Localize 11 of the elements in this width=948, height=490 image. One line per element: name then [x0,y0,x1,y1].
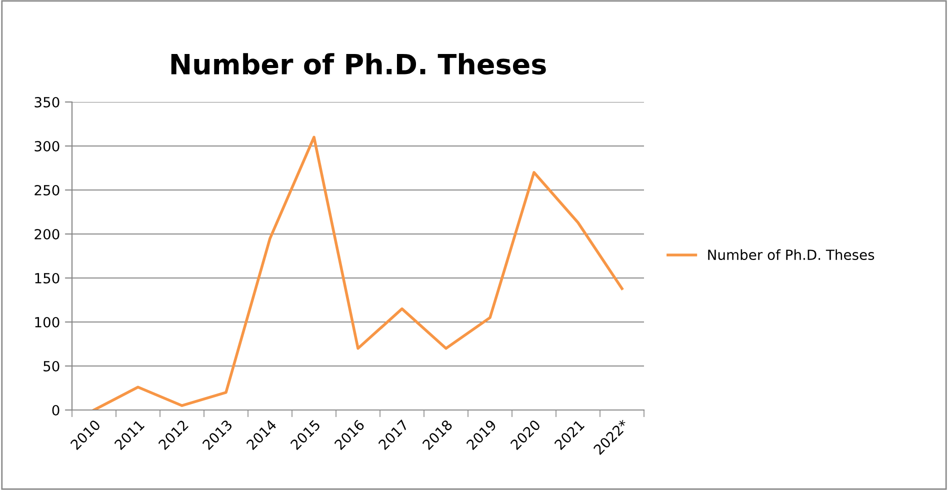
chart-title: Number of Ph.D. Theses [171,53,546,75]
y-tick-label: 150 [35,272,60,284]
y-tick-label: 300 [34,140,60,152]
y-tick-label: 50 [44,360,60,372]
y-tick-label: 350 [34,96,60,108]
y-tick-label: 0 [52,404,60,416]
y-tick-label: 200 [34,228,60,240]
legend-label: Number of Ph.D. Theses [708,249,874,260]
line-series [92,136,624,410]
y-tick-label: 250 [34,184,60,196]
y-tick-label: 100 [35,316,60,328]
